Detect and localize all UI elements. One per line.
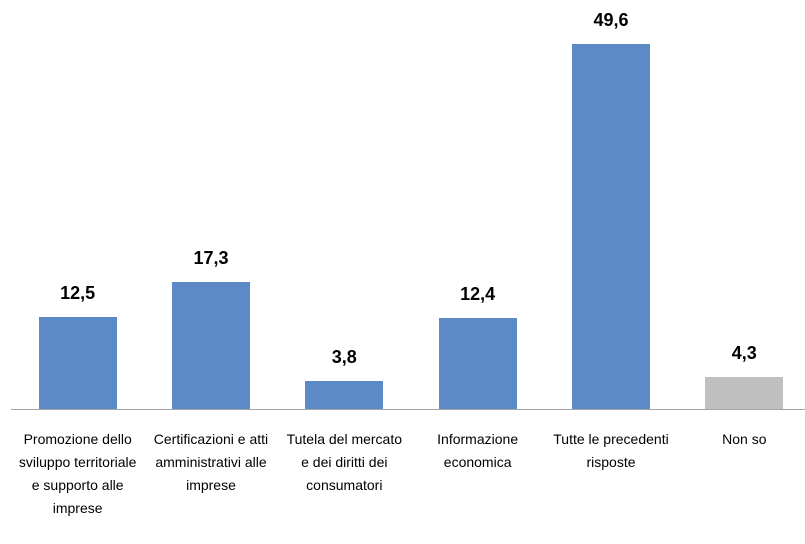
data-label: 3,8 bbox=[331, 347, 357, 368]
x-axis-line bbox=[11, 409, 805, 410]
data-label: 4,3 bbox=[731, 343, 757, 364]
data-label: 49,6 bbox=[593, 10, 629, 30]
x-tick-label: Non so bbox=[722, 431, 767, 447]
x-tick-label: Promozione dello sviluppo territoriale e… bbox=[18, 431, 137, 516]
bar bbox=[705, 377, 784, 409]
bar bbox=[38, 317, 117, 409]
data-label: 12,5 bbox=[60, 283, 96, 303]
x-tick-label: Certificazioni e atti amministrativi all… bbox=[153, 431, 269, 493]
x-tick-label: Informazione economica bbox=[437, 431, 519, 470]
data-label: 17,3 bbox=[193, 247, 229, 268]
data-label: 12,4 bbox=[460, 283, 496, 304]
bar bbox=[171, 281, 250, 409]
bar bbox=[305, 381, 384, 409]
x-tick-label: Tutela del mercato e dei diritti dei con… bbox=[286, 431, 403, 493]
bar bbox=[571, 44, 650, 409]
bar bbox=[438, 317, 517, 409]
x-tick-label: Tutte le precedenti risposte bbox=[553, 431, 669, 470]
